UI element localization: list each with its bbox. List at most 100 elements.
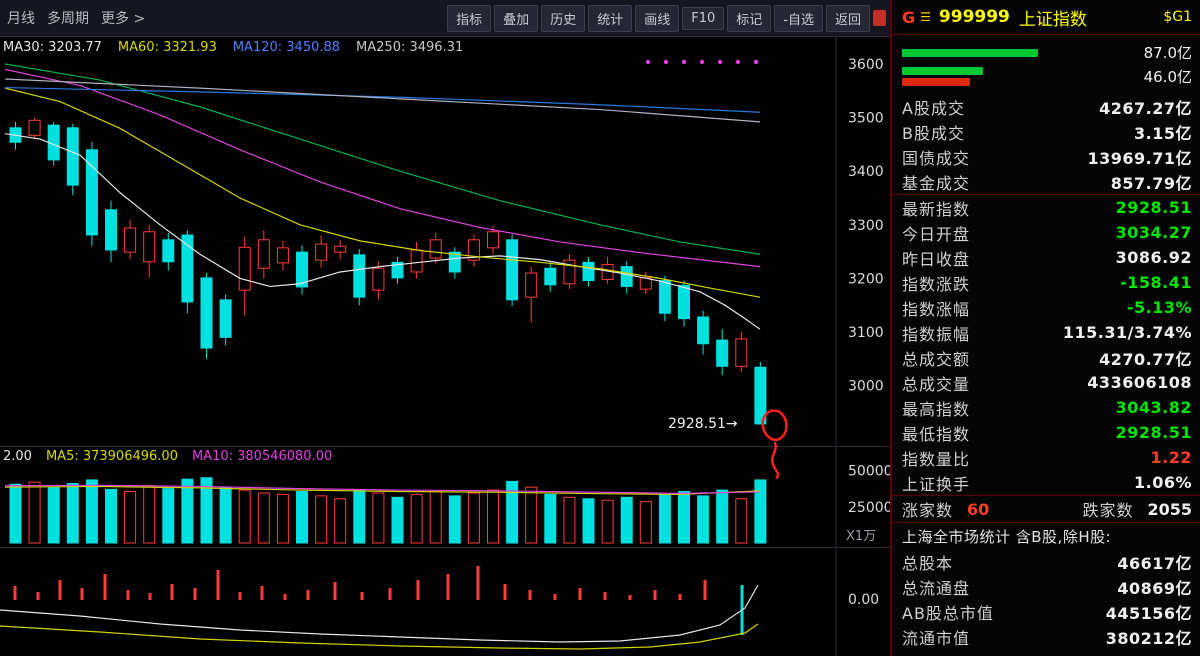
toolbar-buttons: 指标 叠加 历史 统计 画线 F10 标记 -自选 返回 <box>447 4 870 32</box>
market-stats-header: 上海全市场统计 含B股,除H股: <box>902 527 1112 546</box>
top-toolbar: 月线 多周期 更多 > 指标 叠加 历史 统计 画线 F10 标记 -自选 返回 <box>0 0 890 37</box>
stock-name: 上证指数 <box>1018 9 1087 30</box>
row-label: 总成交量 <box>902 374 971 394</box>
row-value: 1.22 <box>1150 448 1192 467</box>
panel-row: 最低指数 2928.51 <box>902 420 1192 445</box>
svg-text:3600: 3600 <box>848 57 884 73</box>
toolbar-button-8[interactable]: 返回 <box>825 4 870 32</box>
period-tabs: 月线 多周期 更多 > <box>4 8 154 28</box>
row-value: 445156亿 <box>1105 603 1192 623</box>
indicator-label: MA5: 373906496.00 <box>45 449 178 464</box>
row-value: 2928.51 <box>1115 423 1192 442</box>
panel-row: B股成交 3.15亿 <box>902 119 1192 144</box>
row-value: 40869亿 <box>1117 578 1192 598</box>
row-label: 国债成交 <box>902 148 971 168</box>
volume-ratio-bar-row: 46.0亿 <box>902 66 1192 87</box>
g-badge: G <box>902 7 916 27</box>
toolbar-button-0[interactable]: 指标 <box>447 4 492 32</box>
buy-sell-volume-bars: 87.0亿 46.0亿 <box>902 35 1192 94</box>
svg-text:3300: 3300 <box>848 218 884 234</box>
row-label: 最新指数 <box>902 199 971 219</box>
volume-ratio-bar <box>902 67 984 75</box>
row-label: 今日开盘 <box>902 224 971 244</box>
stock-code: 999999 <box>938 7 1010 27</box>
market-stats-rows: 总股本 46617亿 总流通盘 40869亿 AB股总市值 445156亿 流通市值 3802… <box>902 549 1192 649</box>
volume-ratio-bar <box>902 48 1039 57</box>
period-tab-1[interactable]: 多周期 <box>47 11 89 27</box>
panel-row: 今日开盘 3034.27 <box>902 220 1192 245</box>
chart-region: 3600 3500 3400 3300 3200 3100 3000 50000 25000 X1… <box>0 37 890 656</box>
svg-text:3500: 3500 <box>848 111 884 127</box>
toolbar-button-6[interactable]: 标记 <box>727 4 772 32</box>
panel-row: 指数涨幅 -5.13% <box>902 295 1192 320</box>
row-label: 最低指数 <box>902 424 971 444</box>
row-value: 4270.77亿 <box>1099 349 1192 369</box>
menu-icon[interactable]: ☰ <box>920 10 931 24</box>
row-value: 3043.82 <box>1115 398 1192 417</box>
row-label: 最高指数 <box>902 399 971 419</box>
volume-ratio-bar <box>902 78 971 86</box>
panel-row: AB股总市值 445156亿 <box>902 599 1192 624</box>
indicator-label: MA60: 3321.93 <box>117 40 217 55</box>
row-value: 1.06% <box>1133 473 1192 492</box>
divider <box>892 34 1200 35</box>
row-value: 46617亿 <box>1117 553 1192 573</box>
svg-text:3000: 3000 <box>848 379 884 395</box>
row-label: 总成交额 <box>902 349 971 369</box>
toolbar-button-3[interactable]: 统计 <box>588 4 633 32</box>
row-value: 433606108 <box>1087 373 1192 392</box>
row-value: 4267.27亿 <box>1099 98 1192 118</box>
main-chart[interactable]: 3600 3500 3400 3300 3200 3100 3000 50000 25000 X1… <box>0 37 890 656</box>
toolbar-button-4[interactable]: 画线 <box>635 4 680 32</box>
panel-row: 上证换手 1.06% <box>902 470 1192 495</box>
panel-row: A股成交 4267.27亿 <box>902 94 1192 119</box>
price-annotation: 2928.51→ <box>668 416 738 432</box>
panel-row: 最新指数 2928.51 <box>902 195 1192 220</box>
svg-text:3100: 3100 <box>848 325 884 341</box>
divider <box>892 495 1200 496</box>
row-value: 380212亿 <box>1105 628 1192 648</box>
row-label: 指数涨跌 <box>902 274 971 294</box>
row-label: 上证换手 <box>902 474 971 494</box>
period-tab-0[interactable]: 月线 <box>7 11 35 27</box>
row-label: 流通市值 <box>902 628 971 648</box>
row-label: 昨日收盘 <box>902 249 971 269</box>
panel-row: 指数量比 1.22 <box>902 445 1192 470</box>
red-flag-icon[interactable] <box>873 10 886 26</box>
decliners-label: 跌家数 <box>1082 501 1134 520</box>
indicator-label: 2.00 <box>3 449 32 464</box>
toolbar-button-7[interactable]: -自选 <box>774 4 823 32</box>
toolbar-button-5[interactable]: F10 <box>682 6 725 30</box>
advance-decline-row: 涨家数 60 跌家数 2055 <box>902 496 1192 522</box>
volume-ratio-value: 87.0亿 <box>1143 44 1192 62</box>
row-label: 总流通盘 <box>902 578 971 598</box>
row-value: -158.41 <box>1120 273 1192 292</box>
quote-panel-header: G ☰ 999999 上证指数 $G1 <box>902 0 1192 34</box>
toolbar-button-1[interactable]: 叠加 <box>494 4 539 32</box>
row-value: 13969.71亿 <box>1087 148 1192 168</box>
panel-row: 总成交量 433606108 <box>902 370 1192 395</box>
period-tab-2[interactable]: 更多 > <box>101 11 146 27</box>
volume-ratio-value: 46.0亿 <box>1143 68 1192 86</box>
svg-text:3400: 3400 <box>848 164 884 180</box>
svg-text:X1万: X1万 <box>846 529 876 544</box>
quote-rows: A股成交 4267.27亿 B股成交 3.15亿国债成交 13969.71亿 基金成交 85… <box>892 94 1200 496</box>
panel-row: 指数涨跌 -158.41 <box>902 270 1192 295</box>
svg-text:3200: 3200 <box>848 271 884 287</box>
indicator-label: MA250: 3496.31 <box>356 40 464 55</box>
panel-row: 最高指数 3043.82 <box>902 395 1192 420</box>
panel-row: 基金成交 857.79亿 <box>902 169 1192 194</box>
panel-row: 流通市值 380212亿 <box>902 624 1192 649</box>
volume-ma-labels: 2.00 MA5: 373906496.00 MA10: 380546080.00 <box>3 449 346 464</box>
quote-panel: G ☰ 999999 上证指数 $G1 87.0亿 46.0亿 A股成交 4267.… <box>890 0 1200 656</box>
decliners-value: 2055 <box>1147 499 1192 519</box>
toolbar-button-2[interactable]: 历史 <box>541 4 586 32</box>
svg-text:0.00: 0.00 <box>848 592 879 608</box>
panel-row: 昨日收盘 3086.92 <box>902 245 1192 270</box>
row-label: A股成交 <box>902 98 965 118</box>
divider <box>892 194 1200 195</box>
row-label: B股成交 <box>902 123 965 143</box>
indicator-label: MA10: 380546080.00 <box>191 449 333 464</box>
advancers-value: 60 <box>967 499 990 519</box>
panel-row: 国债成交 13969.71亿 <box>902 144 1192 169</box>
